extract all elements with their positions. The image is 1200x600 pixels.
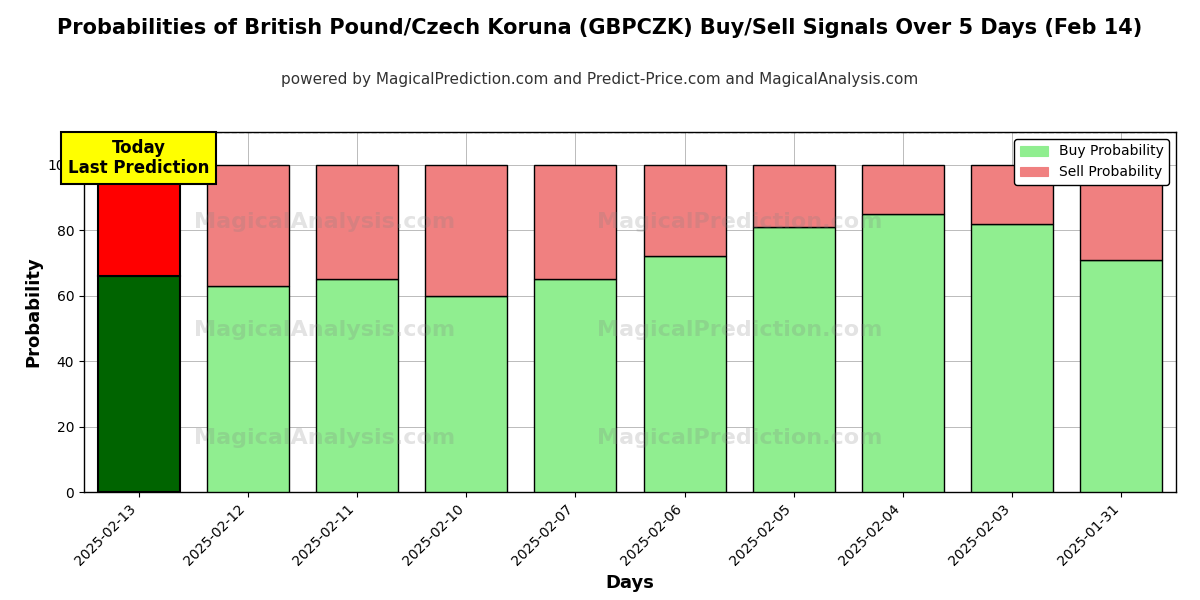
Bar [1080,260,1163,492]
Bar [425,165,508,296]
Bar [643,256,726,492]
Y-axis label: Probability: Probability [24,257,42,367]
Bar [206,165,289,286]
Text: MagicalAnalysis.com: MagicalAnalysis.com [193,428,455,448]
Bar [97,165,180,276]
Text: powered by MagicalPrediction.com and Predict-Price.com and MagicalAnalysis.com: powered by MagicalPrediction.com and Pre… [281,72,919,87]
Bar [316,279,398,492]
Bar [534,165,617,279]
Bar [1080,165,1163,260]
Bar [971,224,1054,492]
Text: MagicalAnalysis.com: MagicalAnalysis.com [193,212,455,232]
Bar [97,276,180,492]
Bar [206,286,289,492]
Bar [534,279,617,492]
Bar [862,214,944,492]
Text: MagicalPrediction.com: MagicalPrediction.com [596,428,882,448]
Bar [971,165,1054,224]
Text: MagicalPrediction.com: MagicalPrediction.com [596,320,882,340]
Text: Today
Last Prediction: Today Last Prediction [68,139,209,178]
X-axis label: Days: Days [606,574,654,592]
Bar [862,165,944,214]
Bar [752,227,835,492]
Text: MagicalPrediction.com: MagicalPrediction.com [596,212,882,232]
Bar [425,296,508,492]
Text: Probabilities of British Pound/Czech Koruna (GBPCZK) Buy/Sell Signals Over 5 Day: Probabilities of British Pound/Czech Kor… [58,18,1142,38]
Text: MagicalAnalysis.com: MagicalAnalysis.com [193,320,455,340]
Legend: Buy Probability, Sell Probability: Buy Probability, Sell Probability [1014,139,1169,185]
Bar [316,165,398,279]
Bar [643,165,726,256]
Bar [752,165,835,227]
